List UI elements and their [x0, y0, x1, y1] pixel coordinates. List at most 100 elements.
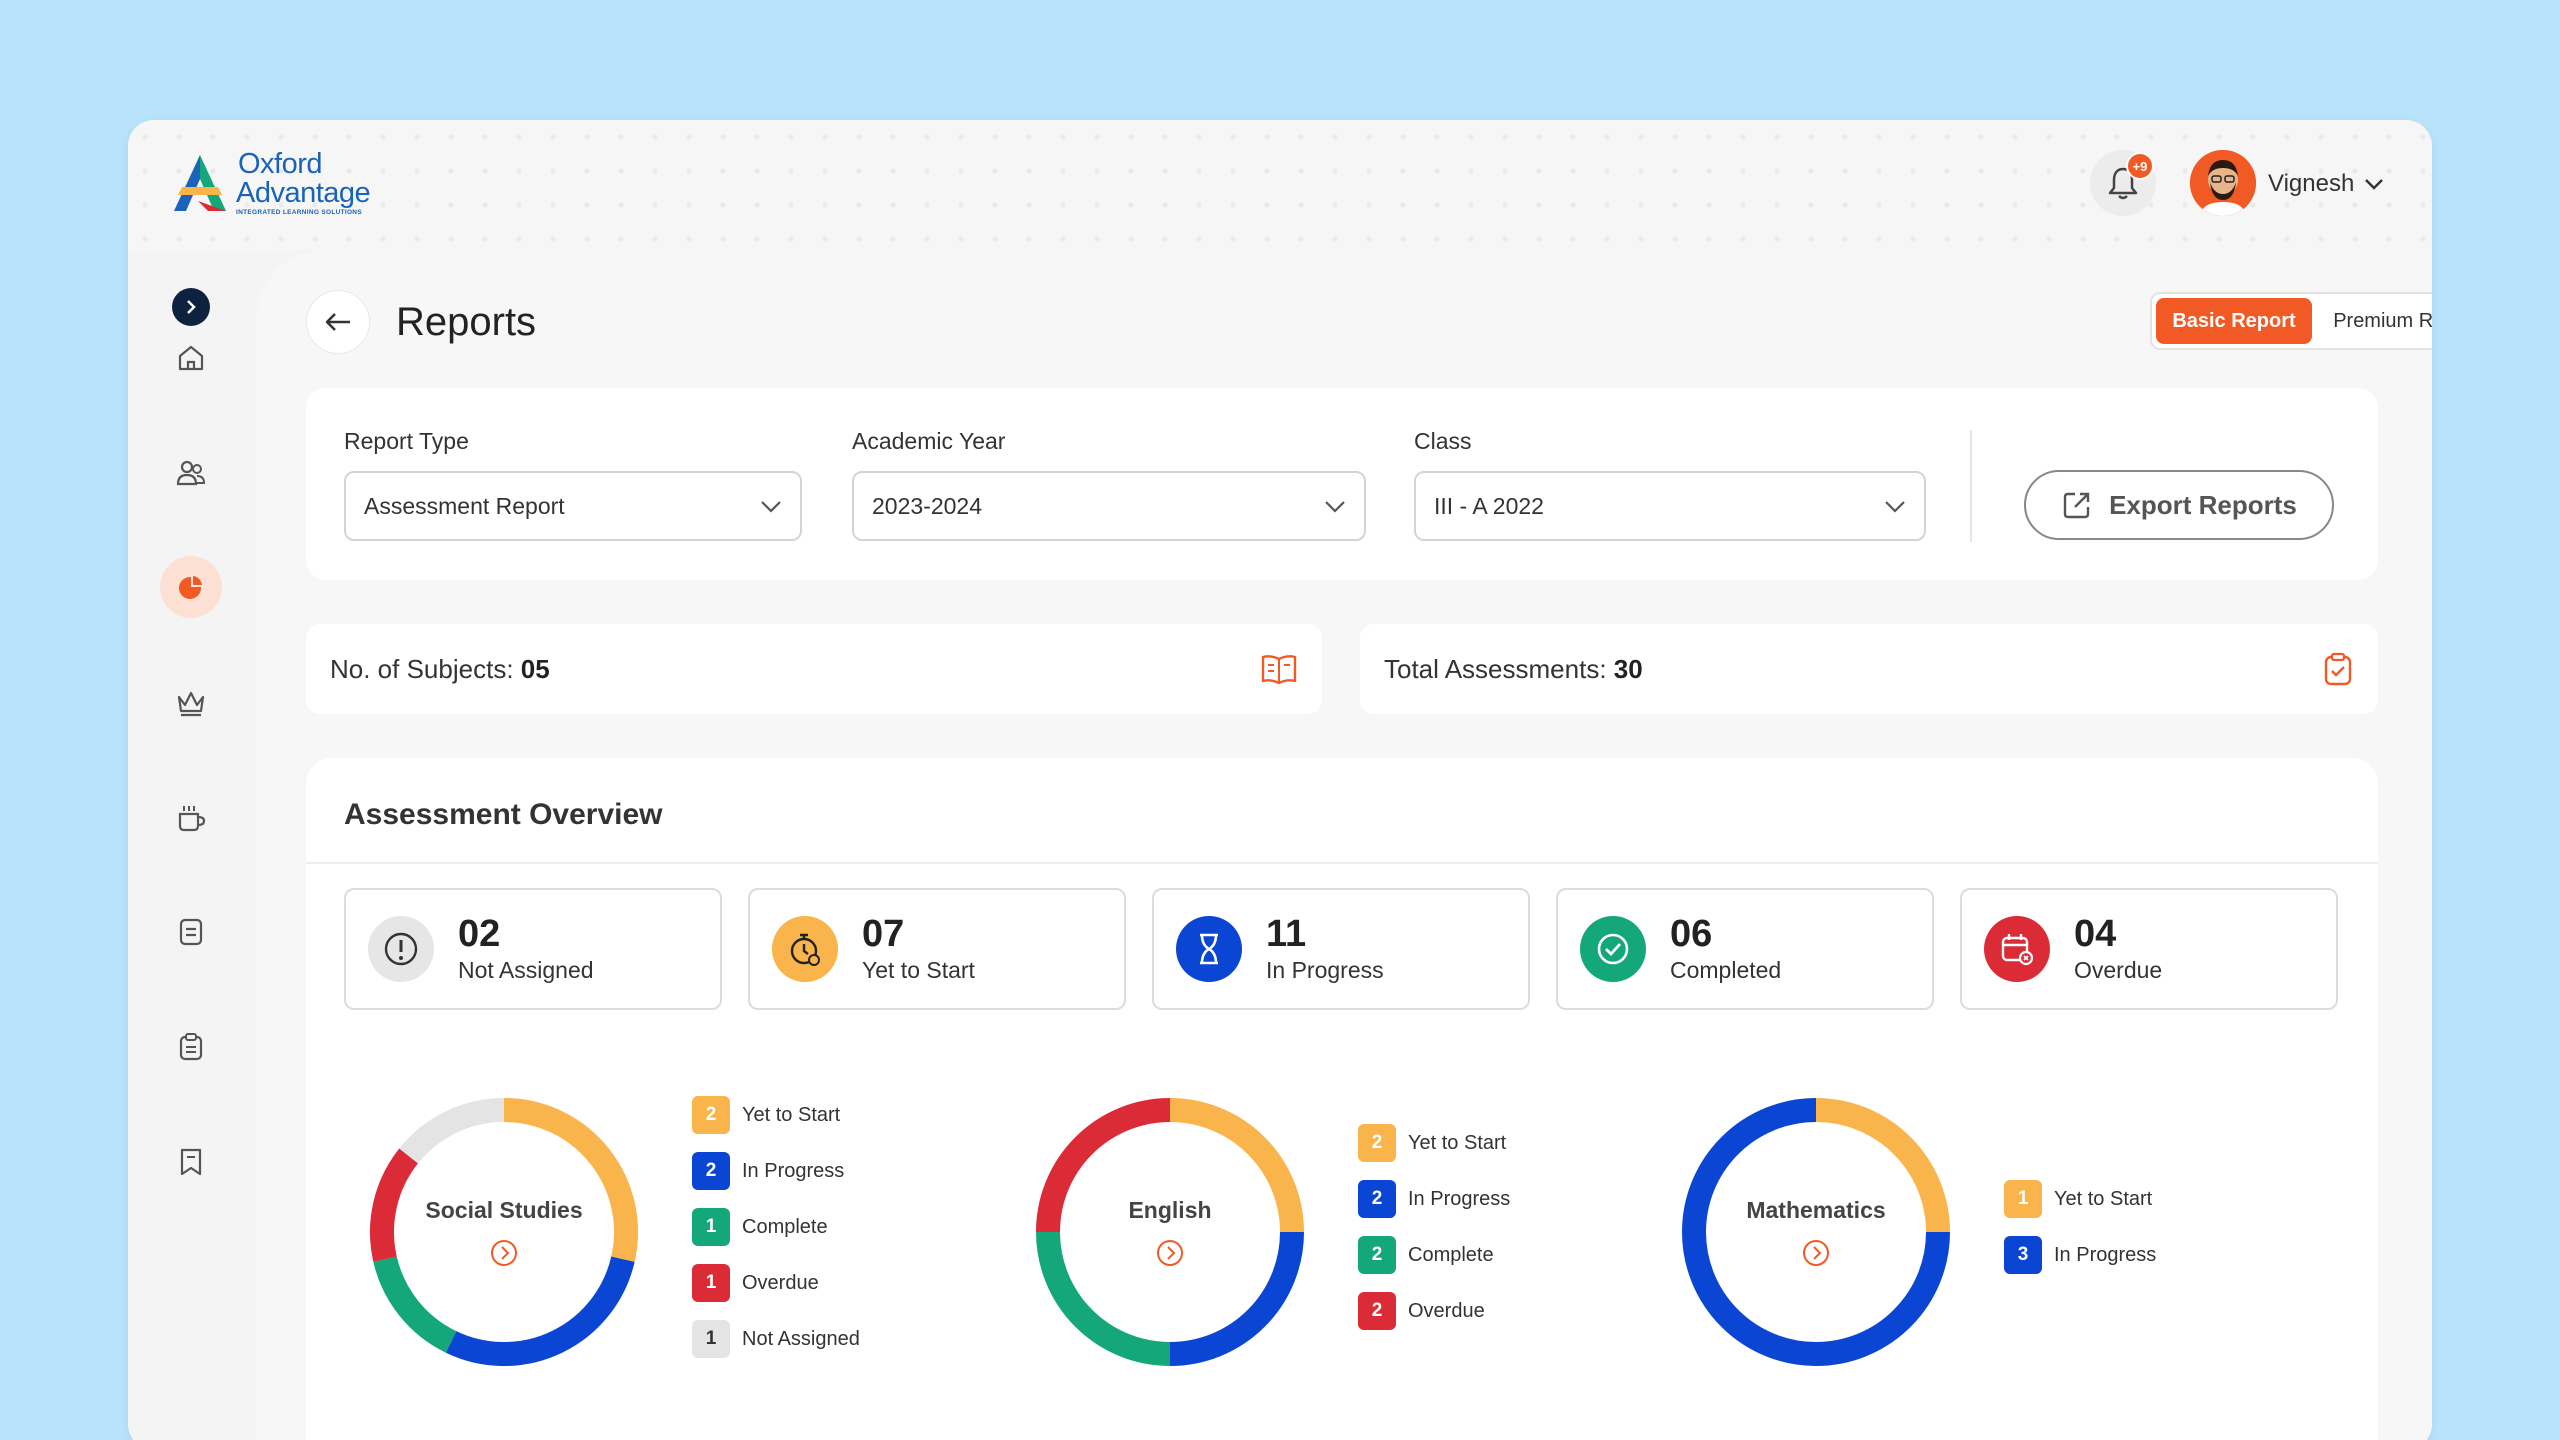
legend-value-badge: 2: [1358, 1180, 1396, 1218]
status-label: Overdue: [2074, 956, 2163, 983]
legend-item-complete: 2 Complete: [1358, 1236, 1510, 1274]
donut-center: English: [1032, 1094, 1308, 1370]
legend-value-badge: 1: [2004, 1180, 2042, 1218]
status-card-overdue[interactable]: 04 Overdue: [1960, 888, 2338, 1010]
assessments-count-text: Total Assessments: 30: [1384, 654, 1643, 685]
donut-slice-yet-to-start[interactable]: [1815, 1098, 1950, 1233]
logo-line2: Advantage: [236, 177, 371, 209]
clipboard-icon: [179, 1033, 203, 1061]
chevron-circle-icon[interactable]: [1155, 1238, 1185, 1268]
donut-slice-complete[interactable]: [1036, 1231, 1171, 1366]
legend-value-badge: 2: [1358, 1236, 1396, 1274]
export-reports-button[interactable]: Export Reports: [2024, 470, 2334, 540]
donut-slice-overdue[interactable]: [370, 1148, 419, 1262]
legend-item-overdue: 1 Overdue: [692, 1264, 860, 1302]
legend-label: In Progress: [1408, 1187, 1511, 1210]
notifications-button[interactable]: +9: [2090, 150, 2156, 216]
legend-english: 2 Yet to Start 2 In Progress 2 Complete 2 Overd…: [1358, 1124, 1510, 1348]
class-value: III - A 2022: [1434, 492, 1544, 519]
overview-divider: [306, 862, 2378, 864]
alert-icon: [368, 916, 434, 982]
legend-item-in-progress: 3 In Progress: [2004, 1236, 2156, 1274]
check-circle-icon: [1580, 916, 1646, 982]
report-type-select[interactable]: Assessment Report: [344, 471, 802, 541]
reports-icon: [179, 573, 205, 599]
back-button[interactable]: [306, 290, 370, 354]
oxford-advantage-logo[interactable]: Oxford Advantage INTEGRATED LEARNING SOL…: [168, 148, 371, 217]
legend-item-in-progress: 2 In Progress: [1358, 1180, 1510, 1218]
donut-slice-yet-to-start[interactable]: [1169, 1098, 1304, 1233]
export-reports-label: Export Reports: [2109, 489, 2297, 520]
open-book-icon: [1261, 655, 1297, 685]
sidebar-item-users[interactable]: [160, 442, 222, 504]
sidebar-item-activities[interactable]: [160, 787, 222, 849]
status-card-in-progress[interactable]: 11 In Progress: [1152, 888, 1530, 1010]
sidebar-expand-button[interactable]: [172, 288, 210, 326]
donut-title: English: [1128, 1196, 1212, 1223]
subjects-count-text: No. of Subjects: 05: [330, 654, 550, 685]
status-label: In Progress: [1266, 956, 1384, 983]
legend-value-badge: 2: [1358, 1292, 1396, 1330]
report-type-toggle: Basic Report Premium Report: [2150, 292, 2432, 350]
academic-year-label: Academic Year: [852, 428, 1006, 454]
sidebar-item-bookmarks[interactable]: [160, 1131, 222, 1193]
legend-value-badge: 1: [692, 1208, 730, 1246]
status-card-not-assigned[interactable]: 02 Not Assigned: [344, 888, 722, 1010]
legend-label: Complete: [742, 1215, 828, 1238]
sidebar-item-home[interactable]: [160, 327, 222, 389]
legend-value-badge: 3: [2004, 1236, 2042, 1274]
status-card-yet-to-start[interactable]: 07 Yet to Start: [748, 888, 1126, 1010]
donut-slice-in-progress[interactable]: [1169, 1231, 1304, 1366]
donut-chart-mathematics[interactable]: Mathematics: [1678, 1094, 1954, 1370]
donut-slice-in-progress[interactable]: [1682, 1098, 1950, 1366]
sidebar-item-premium[interactable]: [160, 672, 222, 734]
legend-item-yet-to-start: 1 Yet to Start: [2004, 1180, 2156, 1218]
book-icon: [179, 918, 203, 946]
status-card-completed[interactable]: 06 Completed: [1556, 888, 1934, 1010]
donut-slice-complete[interactable]: [373, 1256, 457, 1353]
donut-slice-overdue[interactable]: [1036, 1098, 1171, 1233]
legend-value-badge: 2: [692, 1096, 730, 1134]
academic-year-select[interactable]: 2023-2024: [852, 471, 1366, 541]
sidebar-item-assessments[interactable]: [160, 1016, 222, 1078]
donut-chart-english[interactable]: English: [1032, 1094, 1308, 1370]
donut-slice-yet-to-start[interactable]: [503, 1098, 638, 1262]
class-select[interactable]: III - A 2022: [1414, 471, 1926, 541]
home-icon: [178, 345, 204, 371]
legend-mathematics: 1 Yet to Start 3 In Progress: [2004, 1180, 2156, 1292]
donut-chart-social-studies[interactable]: Social Studies: [366, 1094, 642, 1370]
hourglass-icon: [1176, 916, 1242, 982]
chevron-circle-icon[interactable]: [1801, 1238, 1831, 1268]
legend-label: Yet to Start: [742, 1103, 841, 1126]
status-count: 02: [458, 912, 501, 955]
premium-report-tab[interactable]: Premium Report: [2333, 309, 2432, 332]
donut-slice-not-assigned[interactable]: [399, 1098, 505, 1164]
donut-center: Social Studies: [366, 1094, 642, 1370]
legend-label: Not Assigned: [742, 1327, 860, 1350]
legend-label: In Progress: [2054, 1243, 2157, 1266]
basic-report-tab[interactable]: Basic Report: [2156, 298, 2312, 344]
filter-divider: [1970, 430, 1972, 542]
legend-label: Complete: [1408, 1243, 1494, 1266]
arrow-left-icon: [325, 313, 350, 331]
legend-item-overdue: 2 Overdue: [1358, 1292, 1510, 1330]
logo-line1: Oxford: [238, 148, 323, 180]
subjects-value: 05: [520, 653, 550, 684]
sidebar-item-library[interactable]: [160, 901, 222, 963]
chevron-circle-icon[interactable]: [489, 1238, 519, 1268]
export-icon: [2063, 492, 2090, 519]
user-avatar[interactable]: [2190, 150, 2256, 216]
top-header: Oxford Advantage INTEGRATED LEARNING SOL…: [128, 120, 2432, 250]
donut-svg: [1036, 1098, 1304, 1366]
status-label: Not Assigned: [458, 956, 594, 983]
academic-year-group: Academic Year 2023-2024: [852, 428, 1366, 541]
user-menu[interactable]: Vignesh: [2268, 170, 2384, 198]
overview-title: Assessment Overview: [344, 798, 663, 831]
subjects-count-card: No. of Subjects: 05: [306, 624, 1322, 714]
report-type-group: Report Type Assessment Report: [344, 428, 802, 541]
legend-value-badge: 1: [692, 1320, 730, 1358]
donut-slice-in-progress[interactable]: [445, 1256, 635, 1366]
timer-icon: [772, 916, 838, 982]
sidebar-item-reports[interactable]: [160, 556, 222, 618]
status-label: Yet to Start: [862, 956, 975, 983]
